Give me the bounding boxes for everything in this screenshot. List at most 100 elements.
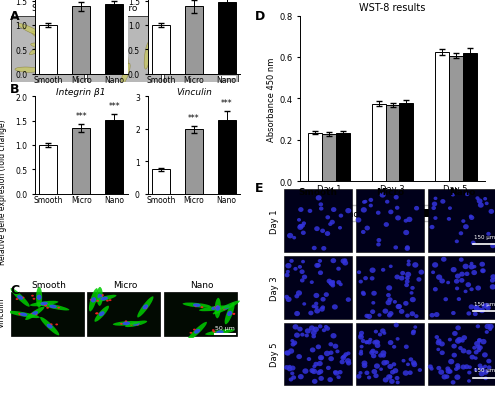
Circle shape [456, 325, 461, 330]
Circle shape [394, 195, 399, 200]
Circle shape [384, 360, 390, 365]
Circle shape [285, 351, 290, 356]
Circle shape [460, 349, 466, 354]
Circle shape [284, 365, 290, 370]
Circle shape [486, 359, 492, 363]
Circle shape [298, 327, 302, 332]
Circle shape [405, 280, 409, 284]
Circle shape [430, 367, 434, 371]
Circle shape [479, 308, 485, 313]
Bar [11, 292, 84, 336]
Ellipse shape [210, 28, 218, 55]
Ellipse shape [104, 18, 122, 36]
Ellipse shape [227, 311, 232, 316]
Circle shape [459, 258, 464, 262]
Circle shape [477, 308, 482, 312]
Circle shape [395, 216, 401, 221]
Circle shape [466, 311, 471, 316]
Circle shape [284, 273, 290, 278]
Circle shape [342, 354, 346, 358]
Bar [184, 130, 203, 194]
Bar [284, 323, 352, 385]
Circle shape [359, 331, 364, 336]
Circle shape [359, 350, 363, 353]
Text: D: D [255, 10, 265, 23]
Circle shape [378, 313, 382, 317]
Circle shape [298, 265, 302, 269]
Circle shape [144, 308, 147, 309]
Circle shape [298, 225, 304, 230]
Circle shape [212, 329, 214, 331]
Circle shape [477, 338, 482, 343]
Circle shape [361, 339, 366, 343]
Circle shape [338, 214, 343, 218]
Circle shape [31, 295, 34, 297]
Title: WST-8 results: WST-8 results [360, 3, 426, 13]
Circle shape [392, 368, 398, 373]
Circle shape [101, 294, 104, 297]
Circle shape [96, 313, 98, 315]
Circle shape [284, 295, 289, 299]
Circle shape [406, 363, 410, 366]
Circle shape [324, 351, 330, 356]
Circle shape [460, 365, 466, 370]
Circle shape [478, 203, 484, 208]
Ellipse shape [30, 44, 54, 50]
Bar [428, 256, 496, 319]
Circle shape [468, 305, 474, 310]
Ellipse shape [20, 313, 28, 316]
Circle shape [342, 261, 348, 266]
Circle shape [410, 297, 416, 303]
Ellipse shape [98, 294, 102, 299]
Ellipse shape [211, 307, 219, 310]
Circle shape [298, 374, 304, 380]
Circle shape [463, 225, 469, 230]
Circle shape [58, 307, 60, 309]
Circle shape [56, 324, 58, 325]
Ellipse shape [182, 32, 204, 38]
Circle shape [430, 225, 434, 230]
Circle shape [320, 229, 325, 233]
Circle shape [444, 375, 450, 379]
Circle shape [447, 217, 451, 221]
Ellipse shape [36, 295, 42, 300]
Circle shape [412, 330, 416, 333]
Circle shape [455, 363, 460, 368]
Circle shape [346, 297, 351, 302]
Circle shape [474, 368, 478, 372]
Circle shape [404, 283, 409, 287]
Circle shape [316, 196, 322, 201]
Circle shape [338, 283, 342, 287]
Circle shape [318, 369, 324, 374]
Circle shape [480, 262, 485, 267]
Circle shape [291, 375, 296, 380]
Circle shape [310, 368, 315, 373]
Circle shape [314, 309, 320, 314]
Circle shape [372, 369, 377, 374]
Circle shape [320, 307, 325, 312]
Circle shape [482, 304, 487, 309]
Circle shape [368, 204, 373, 208]
Circle shape [328, 223, 332, 226]
Ellipse shape [18, 24, 43, 37]
Circle shape [314, 227, 320, 232]
Circle shape [388, 311, 394, 316]
Circle shape [405, 272, 411, 278]
Circle shape [388, 375, 392, 379]
Circle shape [478, 366, 483, 370]
Circle shape [212, 331, 216, 333]
Bar [39, 145, 58, 194]
Circle shape [108, 299, 112, 301]
Bar [184, 7, 203, 74]
Circle shape [364, 200, 368, 204]
Circle shape [440, 199, 446, 204]
Circle shape [294, 294, 299, 299]
Circle shape [292, 236, 296, 240]
Circle shape [451, 194, 455, 197]
Bar [152, 170, 170, 194]
Circle shape [399, 276, 404, 281]
Ellipse shape [182, 303, 211, 308]
Circle shape [392, 345, 396, 349]
Circle shape [341, 356, 345, 359]
Circle shape [346, 209, 352, 214]
